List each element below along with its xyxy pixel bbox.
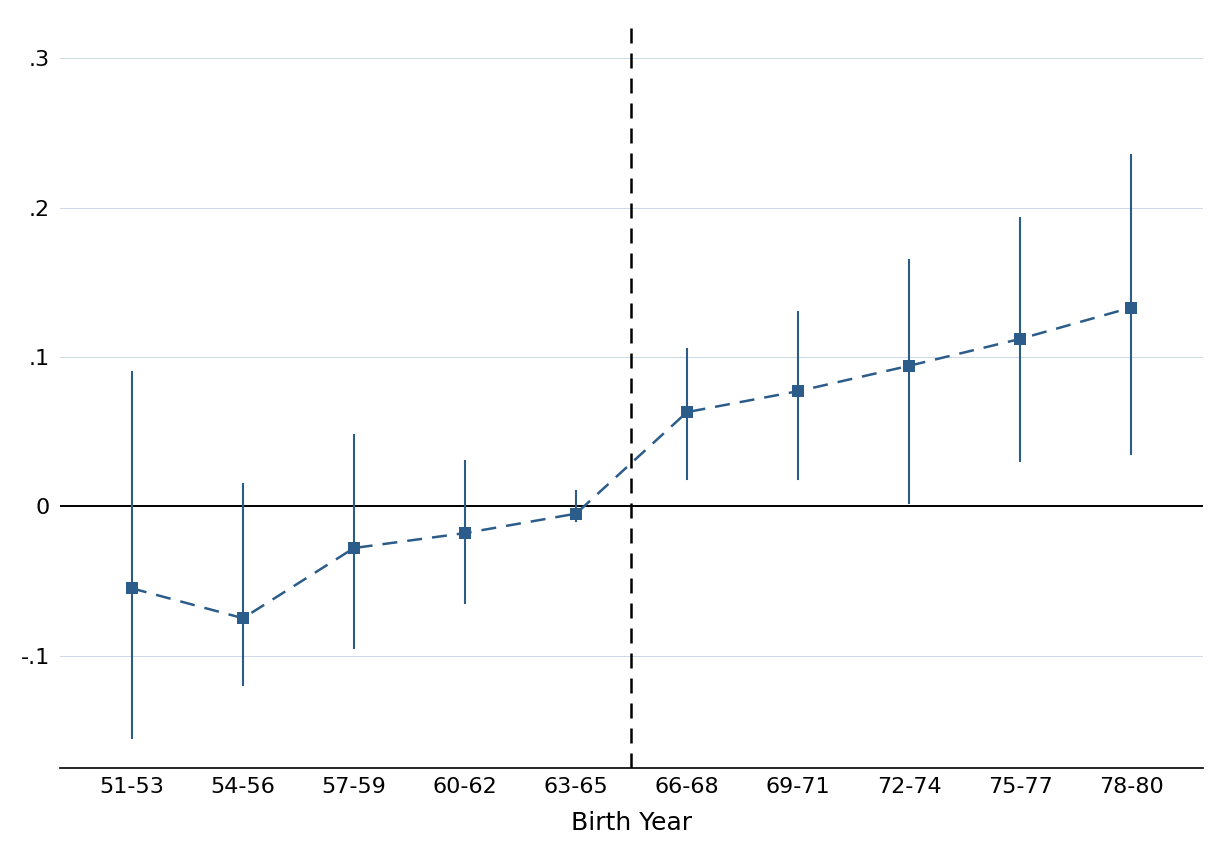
- X-axis label: Birth Year: Birth Year: [570, 811, 692, 835]
